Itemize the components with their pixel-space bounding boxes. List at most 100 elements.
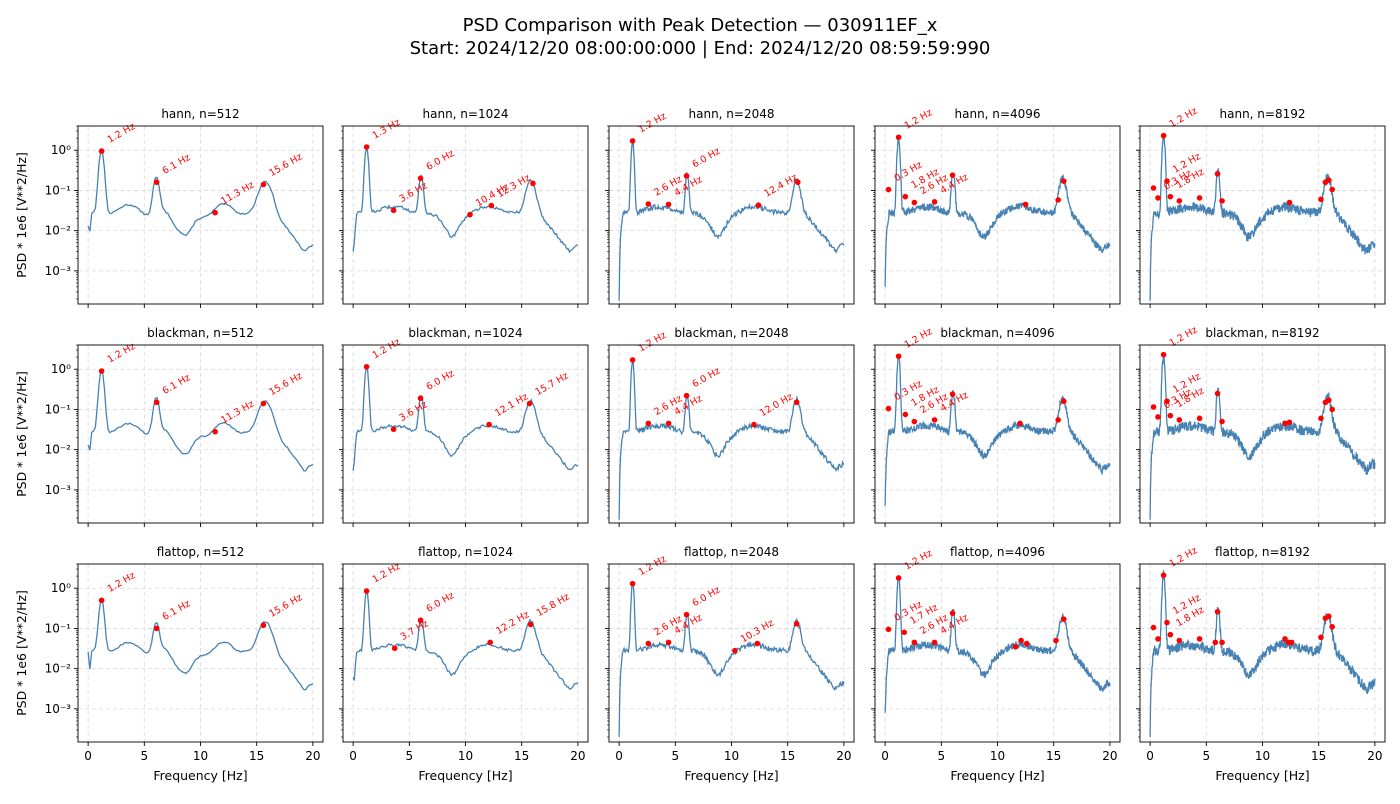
peak-label: 12.0 Hz: [758, 391, 795, 419]
peak-marker: [1061, 398, 1067, 405]
y-tick-label: 10⁻²: [45, 662, 72, 676]
peak-label: 1.2 Hz: [637, 330, 669, 355]
peak-marker: [1176, 198, 1183, 204]
peak-marker: [645, 640, 652, 647]
axes-frame: [874, 563, 1121, 743]
peak-marker: [1061, 616, 1067, 622]
peak-label: 1.2 Hz: [106, 121, 138, 146]
peak-marker: [1167, 631, 1174, 638]
psd-trace: [87, 599, 314, 691]
peak-marker: [1219, 198, 1225, 204]
y-tick-label: 10⁻³: [45, 483, 72, 497]
psd-trace: [884, 353, 1111, 506]
peak-marker: [417, 617, 424, 624]
peak-marker: [885, 405, 892, 412]
axes-frame: [342, 125, 589, 305]
peak-marker: [488, 202, 495, 209]
peak-label: 6.0 Hz: [425, 590, 457, 615]
peak-label: 15.6 Hz: [267, 592, 304, 620]
peak-marker: [530, 180, 536, 187]
peak-label: 6.1 Hz: [161, 372, 193, 397]
peak-label: 15.8 Hz: [535, 591, 572, 619]
peak-marker: [732, 647, 738, 654]
axes-frame: [77, 344, 324, 524]
x-tick-label: 5: [671, 749, 679, 763]
peak-marker: [1286, 419, 1293, 426]
peak-marker: [1282, 636, 1288, 642]
peak-label: 1.2 Hz: [903, 107, 935, 132]
peak-marker: [98, 368, 105, 374]
peak-marker: [931, 417, 938, 423]
peak-marker: [1219, 418, 1225, 425]
panel-flattop-512: 1.2 Hz 6.1 Hz 15.6 Hz flattop, n=512 0 5 10 15 2…: [14, 545, 324, 783]
peak-marker: [901, 629, 908, 636]
peak-marker: [1160, 132, 1167, 139]
peak-marker: [1017, 420, 1023, 427]
y-axis-label: PSD * 1e6 [V**2/Hz]: [14, 152, 29, 278]
x-tick-label: 0: [615, 749, 623, 763]
peak-marker: [526, 400, 533, 407]
peak-label: 6.1 Hz: [161, 598, 193, 623]
axes-frame: [608, 563, 855, 743]
peak-label: 1.2 Hz: [371, 337, 403, 362]
peak-marker: [1214, 390, 1221, 397]
peak-marker: [931, 639, 938, 646]
panel-title: blackman, n=1024: [408, 326, 522, 340]
peak-marker: [486, 421, 492, 428]
psd-trace: [618, 139, 845, 301]
x-tick-label: 10: [193, 749, 208, 763]
panel-title: flattop, n=2048: [684, 545, 779, 559]
peak-label: 1.2 Hz: [371, 561, 403, 586]
x-axis-label: Frequency [Hz]: [950, 768, 1044, 783]
peak-marker: [665, 201, 672, 208]
peak-marker: [895, 575, 902, 581]
peak-marker: [1150, 185, 1157, 191]
peak-marker: [793, 399, 800, 406]
peak-marker: [645, 201, 652, 207]
peak-marker: [417, 175, 424, 182]
x-tick-label: 10: [724, 749, 739, 763]
peak-marker: [665, 639, 672, 646]
psd-trace: [884, 576, 1111, 713]
peak-marker: [1326, 397, 1332, 403]
y-axis-label: PSD * 1e6 [V**2/Hz]: [14, 590, 29, 716]
peak-label: 11.3 Hz: [219, 399, 256, 427]
psd-trace: [884, 134, 1111, 287]
peak-marker: [895, 134, 902, 141]
peak-marker: [153, 399, 160, 406]
y-tick-label: 10⁻¹: [45, 621, 72, 635]
panel-title: blackman, n=512: [147, 326, 254, 340]
peak-marker: [1282, 420, 1288, 427]
peak-marker: [1214, 170, 1221, 177]
peak-marker: [1160, 351, 1167, 358]
psd-trace: [87, 149, 314, 252]
axes-frame: [608, 344, 855, 524]
panel-title: flattop, n=8192: [1215, 545, 1310, 559]
peak-marker: [1012, 643, 1019, 650]
psd-trace: [352, 589, 579, 690]
peak-label: 1.2 Hz: [1168, 545, 1200, 570]
peak-marker: [793, 621, 800, 627]
peak-label: 1.2 Hz: [903, 326, 935, 351]
peak-marker: [1055, 417, 1061, 423]
panel-title: flattop, n=1024: [418, 545, 513, 559]
peak-marker: [1176, 637, 1183, 644]
peak-marker: [911, 199, 918, 206]
figure-title-line1: PSD Comparison with Peak Detection — 030…: [463, 15, 938, 36]
peak-marker: [629, 357, 636, 363]
y-axis-label: PSD * 1e6 [V**2/Hz]: [14, 371, 29, 497]
peak-label: 1.2 Hz: [637, 111, 669, 136]
peak-marker: [260, 181, 267, 188]
peak-marker: [1018, 637, 1024, 644]
panel-title: hann, n=512: [161, 107, 239, 121]
x-tick-label: 10: [458, 749, 473, 763]
panel-title: flattop, n=4096: [950, 545, 1045, 559]
peak-marker: [751, 421, 757, 428]
peak-label: 15.6 Hz: [267, 370, 304, 398]
peak-marker: [885, 186, 892, 193]
